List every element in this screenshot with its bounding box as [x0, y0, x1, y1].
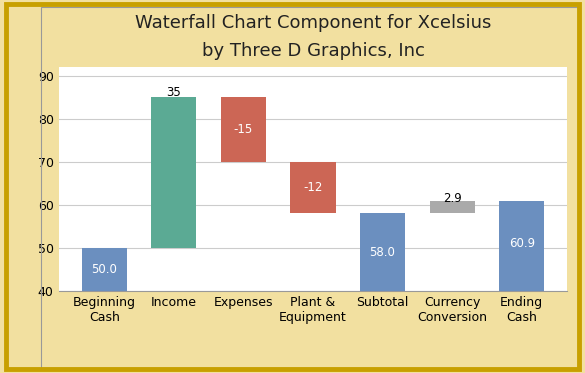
Bar — [82, 248, 127, 291]
Bar — [429, 201, 475, 213]
Text: -15: -15 — [234, 123, 253, 136]
Bar — [221, 97, 266, 162]
Text: 60.9: 60.9 — [508, 237, 535, 250]
Bar — [499, 201, 544, 291]
Text: 50.0: 50.0 — [91, 263, 117, 276]
Bar — [151, 97, 197, 248]
Bar — [360, 213, 405, 291]
Bar — [290, 162, 336, 213]
Text: 35: 35 — [167, 87, 181, 100]
Text: 58.0: 58.0 — [370, 246, 395, 259]
Title: Waterfall Chart Component for Xcelsius
by Three D Graphics, Inc: Waterfall Chart Component for Xcelsius b… — [135, 14, 491, 60]
Text: 2.9: 2.9 — [443, 192, 462, 205]
Text: -12: -12 — [303, 181, 323, 194]
